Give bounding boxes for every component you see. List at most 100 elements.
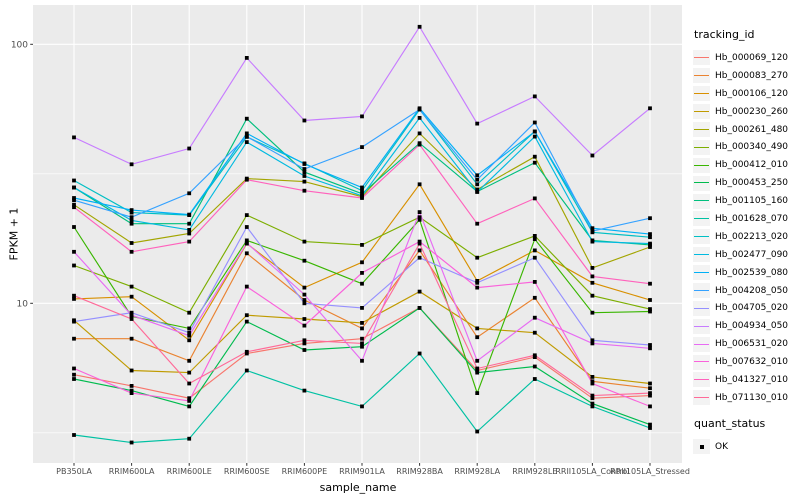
data-point bbox=[187, 326, 192, 331]
legend-item-label: Hb_004208_050 bbox=[715, 285, 789, 296]
legend-key-swatch bbox=[693, 175, 710, 191]
legend-item-Hb_002213_020: Hb_002213_020 bbox=[690, 228, 800, 246]
data-point bbox=[187, 333, 192, 338]
data-point bbox=[244, 225, 249, 229]
legend-item-quant-OK: OK bbox=[690, 438, 800, 456]
series-color-line-icon bbox=[694, 236, 709, 238]
data-point bbox=[360, 326, 364, 331]
data-point bbox=[302, 285, 307, 290]
legend-key-swatch bbox=[693, 390, 710, 406]
series-color-line-icon bbox=[694, 182, 709, 184]
data-point bbox=[648, 381, 652, 386]
series-color-line-icon bbox=[694, 146, 709, 148]
data-point bbox=[417, 239, 422, 244]
data-point bbox=[532, 196, 537, 201]
data-point bbox=[72, 202, 76, 207]
data-point bbox=[302, 348, 307, 352]
data-point bbox=[475, 358, 480, 363]
series-color-line-icon bbox=[694, 128, 709, 130]
data-point bbox=[532, 154, 537, 159]
legend-item-label: Hb_000083_270 bbox=[715, 70, 789, 81]
data-point bbox=[648, 426, 652, 430]
data-point bbox=[72, 372, 76, 377]
data-point bbox=[590, 393, 595, 398]
legend-item-label: Hb_001105_160 bbox=[715, 196, 789, 207]
data-point bbox=[72, 249, 76, 254]
data-point bbox=[475, 187, 480, 192]
data-point bbox=[532, 120, 537, 125]
legend-item-label: Hb_002213_020 bbox=[715, 231, 789, 242]
data-point bbox=[244, 56, 249, 60]
legend-item-Hb_000412_010: Hb_000412_010 bbox=[690, 156, 800, 174]
data-point bbox=[302, 118, 307, 123]
data-point bbox=[475, 370, 480, 375]
data-point bbox=[532, 295, 537, 300]
data-point bbox=[532, 160, 537, 165]
legend-key-swatch bbox=[693, 265, 710, 281]
data-point bbox=[187, 358, 192, 363]
series-color-line-icon bbox=[694, 254, 709, 256]
legend-key-swatch bbox=[693, 104, 710, 120]
data-point bbox=[648, 298, 652, 302]
data-point bbox=[532, 280, 537, 284]
data-point bbox=[302, 188, 307, 193]
data-point bbox=[475, 335, 480, 340]
data-point bbox=[475, 121, 480, 126]
data-point bbox=[590, 239, 595, 244]
legend-key-swatch bbox=[693, 193, 710, 209]
data-point bbox=[244, 284, 249, 289]
data-point bbox=[129, 208, 134, 212]
data-point bbox=[302, 317, 307, 321]
data-point bbox=[475, 255, 480, 260]
data-point bbox=[417, 182, 422, 187]
legend-item-Hb_004705_020: Hb_004705_020 bbox=[690, 299, 800, 317]
x-tick-label: RRIM600PE bbox=[282, 467, 328, 476]
x-tick-label: RRII105LA_Stressed bbox=[610, 467, 690, 476]
legend-key-swatch bbox=[693, 122, 710, 137]
data-point bbox=[360, 145, 364, 149]
data-point bbox=[648, 245, 652, 249]
data-point bbox=[360, 336, 364, 341]
data-point bbox=[72, 366, 76, 371]
data-point bbox=[72, 178, 76, 183]
data-point bbox=[417, 131, 422, 136]
data-point bbox=[244, 116, 249, 121]
data-point bbox=[590, 293, 595, 298]
data-point bbox=[648, 393, 652, 398]
data-point bbox=[360, 196, 364, 200]
data-point bbox=[302, 292, 307, 297]
data-point bbox=[129, 368, 134, 373]
data-point bbox=[532, 364, 537, 369]
legend-key-swatch bbox=[693, 300, 710, 316]
data-point bbox=[72, 263, 76, 268]
data-point bbox=[129, 210, 134, 215]
data-point bbox=[475, 429, 480, 434]
data-point bbox=[244, 213, 249, 217]
data-point bbox=[475, 326, 480, 331]
data-point bbox=[417, 217, 422, 222]
data-point bbox=[360, 243, 364, 247]
data-point bbox=[302, 162, 307, 166]
legend-item-Hb_000069_120: Hb_000069_120 bbox=[690, 49, 800, 67]
data-point bbox=[187, 146, 192, 151]
black-square-point-icon bbox=[699, 444, 704, 449]
data-point bbox=[129, 284, 134, 289]
legend-key-swatch bbox=[693, 229, 710, 245]
legend-item-label: Hb_007632_010 bbox=[715, 357, 789, 368]
data-point bbox=[417, 289, 422, 294]
data-point bbox=[360, 260, 364, 265]
data-point bbox=[72, 293, 76, 298]
data-point bbox=[129, 294, 134, 299]
data-point bbox=[590, 266, 595, 270]
legend-item-Hb_000340_490: Hb_000340_490 bbox=[690, 138, 800, 156]
data-point bbox=[532, 315, 537, 320]
legend-item-label: Hb_000412_010 bbox=[715, 160, 789, 171]
data-point bbox=[417, 210, 422, 214]
data-point bbox=[648, 386, 652, 391]
data-point bbox=[187, 338, 192, 343]
data-point bbox=[417, 107, 422, 112]
data-point bbox=[532, 234, 537, 238]
data-point bbox=[360, 185, 364, 190]
